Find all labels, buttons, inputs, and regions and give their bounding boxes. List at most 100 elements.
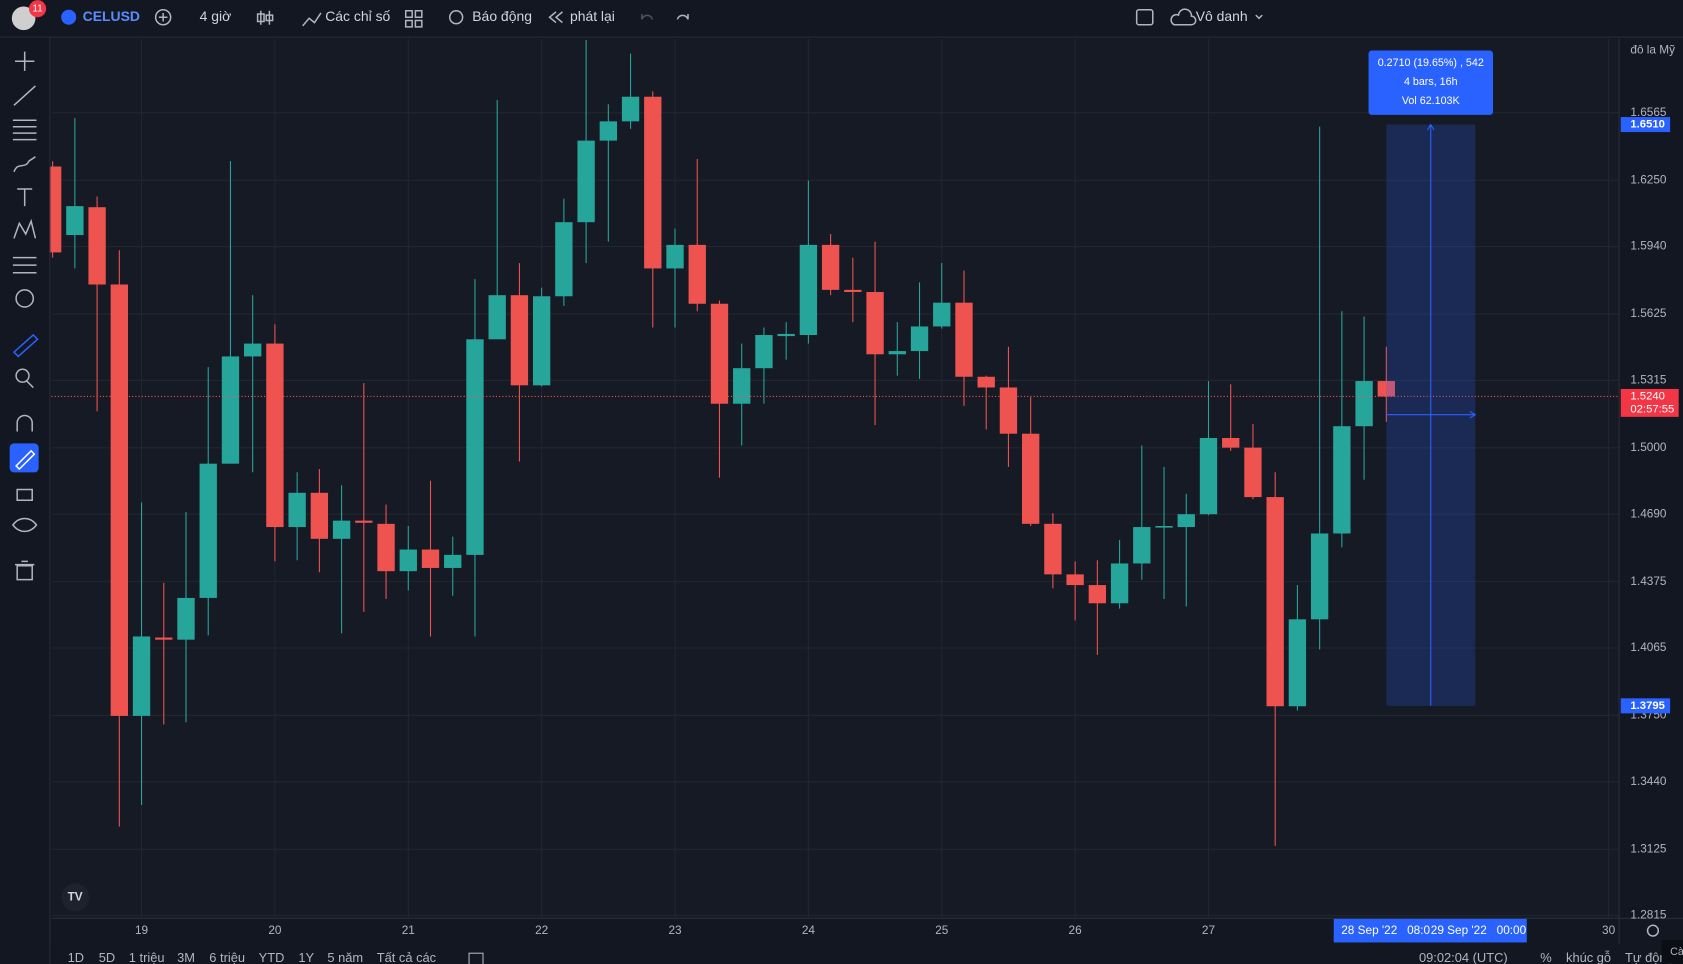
range-button[interactable]: 6 triệu (209, 950, 245, 964)
x-tick-label: 27 (1202, 923, 1215, 937)
measure-info: 4 bars, 16h (1404, 76, 1458, 88)
candle-body (88, 207, 106, 285)
candle-body (288, 492, 306, 528)
candle-body (310, 492, 329, 539)
interval[interactable]: 4 giờ (200, 8, 232, 24)
candle-body (1133, 527, 1151, 564)
replay-icon (548, 11, 563, 24)
add-symbol[interactable] (154, 8, 172, 26)
candle-body (1266, 497, 1284, 707)
candle-body (1333, 426, 1351, 534)
zoom-tool[interactable] (15, 368, 30, 383)
candle-body (755, 335, 773, 369)
top-toolbar (0, 0, 1683, 37)
price-badge (1620, 698, 1671, 714)
candle-body (799, 244, 818, 336)
chevron (1255, 14, 1263, 20)
x-tick-label: 25 (935, 923, 949, 937)
indicators[interactable]: Các chỉ số (325, 8, 390, 24)
icon-tool[interactable] (15, 289, 35, 308)
prediction-tool[interactable] (12, 256, 37, 274)
chart-type[interactable] (256, 10, 274, 25)
candle-body (421, 549, 440, 568)
brush-tool[interactable] (13, 156, 36, 173)
overlay: 1.6565 1.6250 1.5940 1.5625 1.5315 1.5000 1.46… (135, 50, 1679, 943)
avatar[interactable] (11, 6, 36, 31)
range-button[interactable]: YTD (259, 950, 285, 964)
alert-icon (448, 10, 464, 25)
candle-body (821, 244, 840, 290)
fib-tool[interactable] (12, 119, 37, 141)
text-tool[interactable] (17, 188, 33, 207)
measure-arrow-h (1386, 411, 1477, 419)
alerts[interactable]: Báo động (472, 8, 532, 24)
candle-body (866, 291, 884, 355)
measure-info: Vol 62.103K (1402, 95, 1461, 107)
candle-body (444, 554, 462, 568)
settings[interactable] (1646, 924, 1660, 937)
candle-body (177, 597, 195, 640)
bottom-bar (51, 945, 1683, 964)
price-axis-title: đô la Mỹ (1630, 43, 1675, 57)
y-tick-label: 1.6565 (1630, 105, 1667, 119)
candle-body (110, 284, 128, 716)
symbol[interactable]: CELUSD (83, 8, 140, 24)
bottom-log: khúc gỗ (1566, 950, 1611, 964)
visibility-tool[interactable] (11, 517, 38, 533)
zoom-handle (26, 380, 34, 389)
candle-body (332, 520, 351, 539)
x-tick-label: 24 (802, 923, 816, 937)
candle-body (510, 295, 529, 386)
plot (43, 39, 1619, 846)
magnet-tool[interactable] (16, 414, 33, 432)
bottom-controls: 1D 5D 1 triệu 3M 6 triệu YTD 1Y 5 năm Tất cả các… (68, 940, 1683, 964)
indicators-icon (302, 12, 322, 27)
range-button[interactable]: 1D (68, 950, 84, 964)
range-button[interactable]: 5D (99, 950, 115, 964)
y-tick-label: 1.6250 (1630, 172, 1667, 186)
range-button[interactable]: 1 triệu (129, 950, 165, 964)
time-label: 28 Sep '22 08:0 (1341, 923, 1430, 937)
x-tick-label: 22 (535, 923, 548, 937)
crosshair-tool[interactable] (15, 51, 35, 71)
price-badge-label: 1.3795 (1630, 700, 1664, 712)
layout-name[interactable]: Vô danh (1196, 8, 1248, 24)
y-tick-label: 1.3440 (1630, 774, 1667, 788)
templates[interactable] (404, 10, 423, 28)
symbol-icon (61, 9, 77, 25)
candle-body (532, 296, 551, 386)
range-button[interactable]: 1Y (298, 950, 314, 964)
candle-body (710, 303, 729, 404)
candle-body (1288, 619, 1307, 707)
replay[interactable]: phát lại (570, 8, 615, 24)
range-button[interactable]: Tất cả các (377, 950, 437, 964)
candle-body (66, 206, 84, 236)
calendar-icon (468, 952, 484, 964)
undo[interactable] (641, 14, 654, 20)
cloud-icon (1170, 8, 1197, 26)
trend-line-tool[interactable] (13, 85, 36, 106)
x-tick-label: 23 (668, 923, 682, 937)
trash-tool[interactable] (15, 560, 35, 581)
pattern-tool[interactable] (13, 218, 37, 239)
logo-mark: TV (68, 889, 83, 903)
candle-body (1377, 381, 1395, 397)
fullscreen[interactable] (1135, 8, 1154, 26)
y-tick-label: 1.5940 (1630, 239, 1667, 253)
range-button[interactable]: 5 năm (327, 950, 363, 964)
last-price-badge (1620, 388, 1679, 417)
candle-body (888, 351, 906, 355)
x-tick-label: 20 (268, 923, 282, 937)
countdown: 02:57:55 (1630, 403, 1674, 415)
candle-body (621, 96, 640, 122)
measure-tool[interactable] (12, 333, 39, 358)
candle-body (910, 326, 929, 352)
range-button[interactable]: 3M (177, 950, 195, 964)
lock-tool[interactable] (16, 488, 33, 501)
candle-body (844, 289, 862, 292)
redo[interactable] (676, 14, 689, 20)
candle-body (1355, 381, 1373, 427)
y-tick-label: 1.5000 (1630, 440, 1667, 454)
y-tick-label: 1.2815 (1630, 908, 1667, 922)
candle-body (577, 140, 595, 223)
